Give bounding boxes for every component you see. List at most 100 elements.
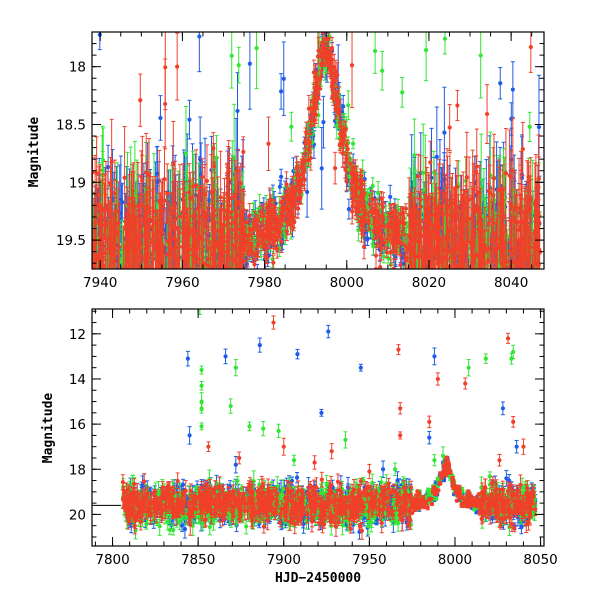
top-series2-point [152,268,157,269]
bottom-series1-outlier [261,421,266,437]
bottom-series0-outlier [427,430,432,445]
top-series1-point [148,259,153,269]
top-series0-point [113,281,117,384]
bottom-series1-outlier [199,422,204,431]
bottom-series1-outlier [291,454,297,466]
bottom-series0-outlier [514,439,519,454]
top-series1-point [188,286,192,325]
top-series2-outlier [528,32,533,73]
top-x-tick-label: 8020 [412,275,446,291]
top-series2-point [220,279,224,382]
top-series2-point [148,272,152,364]
top-series1-outlier [236,46,241,84]
bottom-series1-outlier [483,353,488,364]
top-series0-point [483,260,488,269]
top-series0-point [468,266,473,269]
bottom-series0-outlier [326,324,331,339]
top-series2-outlier [175,32,180,101]
top-series1-point [145,314,149,365]
top-series0-point [472,264,477,269]
top-series2-point [378,259,383,269]
top-series0-point [176,296,180,339]
top-series2-outlier [163,58,168,150]
top-x-tick-label: 8000 [330,275,364,291]
top-series2-point [154,266,159,269]
top-series0-point [156,270,160,325]
bottom-series0-outlier [223,348,228,365]
top-series2-point [125,265,130,269]
top-series1-point [130,279,134,373]
bottom-series0-outlier [500,401,506,416]
top-series2-point [132,281,136,314]
top-series0-outlier [498,67,503,100]
top-series0-point [157,264,162,269]
top-series2-point [236,268,241,269]
top-series2-point [148,268,153,269]
bottom-series1-outlier [466,358,471,377]
bottom-series1-outlier [343,431,348,449]
top-series1-outlier [373,32,378,74]
bottom-series0-outlier [358,363,363,372]
top-series2-point [142,270,146,332]
top-series0-point [279,168,284,185]
bottom-series2-point [466,489,471,495]
top-series2-point [446,270,450,345]
top-series0-point [124,282,128,343]
top-series2-outlier [266,116,271,171]
bottom-series1-outlier [199,381,204,391]
bottom-series0-outlier [295,348,300,360]
top-series1-point [104,299,108,385]
top-series1-outlier [289,111,294,142]
top-series2-outlier [484,84,490,145]
top-x-tick-label: 7940 [83,275,117,291]
top-series0-point [203,288,207,325]
top-series2-point [239,275,243,309]
bottom-series1-outlier [432,454,437,467]
bottom-series0-outlier [185,350,190,367]
top-series1-outlier [346,90,351,121]
top-series0-point [143,259,148,269]
top-series0-outlier [321,95,326,149]
top-series2-outlier [333,151,338,185]
top-series2-point [450,293,454,377]
top-series0-point [515,309,519,344]
top-series0-outlier [442,86,447,179]
top-series2-point [530,254,535,269]
bottom-data-points [120,309,538,540]
top-series0-point [147,297,151,397]
top-series0-outlier [278,73,284,110]
top-series0-point [327,5,331,26]
top-series0-point [227,270,231,332]
top-series1-outlier [380,50,385,91]
top-series1-point [141,317,145,362]
top-series0-point [523,297,527,362]
top-series0-point [200,279,204,325]
top-series2-point [115,299,119,329]
bottom-series0-outlier [432,347,437,366]
top-series0-point [213,261,218,269]
bottom-series1-outlier [247,421,252,432]
top-series0-outlier [158,95,163,141]
top-series0-point [135,282,139,312]
top-x-tick-label: 8040 [494,275,528,291]
top-series2-point [211,271,215,304]
top-y-tick-label: 19 [69,175,86,191]
top-series0-point [139,275,143,303]
top-series0-point [207,293,211,327]
top-series1-outlier [442,32,448,55]
top-series2-outlier [349,32,355,109]
top-data-points [92,5,542,397]
top-series2-point [445,286,449,326]
top-series0-point [277,179,283,194]
bottom-series0-outlier [257,337,262,353]
top-series0-point [99,262,104,269]
top-series2-point [470,264,475,269]
top-series1-outlier [254,32,259,90]
bottom-series1-outlier [276,423,281,439]
bottom-series1-outlier [199,403,204,414]
top-series1-point [173,262,178,269]
top-series0-point [530,264,535,269]
top-series2-outlier [455,89,460,122]
